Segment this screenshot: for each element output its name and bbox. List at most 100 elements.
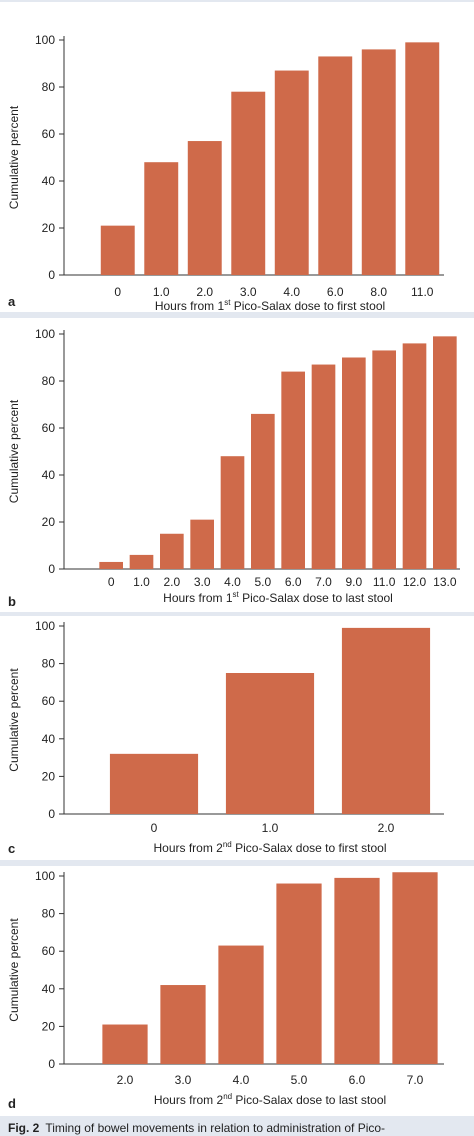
- panel-letter: d: [8, 1096, 16, 1111]
- x-axis-title: Hours from 1st Pico-Salax dose to first …: [155, 298, 385, 312]
- bar: [341, 627, 431, 814]
- bar: [402, 343, 427, 569]
- bar: [361, 49, 396, 276]
- x-tick-label: 2.0: [163, 575, 180, 589]
- bar: [109, 753, 199, 814]
- bar-chart-a: 0 20 40 60 80 100 Cumulative percent 0 1.0 2.0 3.0…: [7, 33, 444, 312]
- x-tick-label: 5.0: [254, 575, 271, 589]
- y-tick-label: 60: [42, 127, 56, 141]
- y-tick-label: 0: [48, 807, 55, 821]
- y-tick-label: 20: [42, 221, 56, 235]
- bar: [187, 141, 222, 275]
- x-tick-label: 11.0: [411, 285, 434, 299]
- x-tick-label: 9.0: [345, 575, 362, 589]
- bar: [218, 945, 264, 1064]
- y-tick-label: 60: [42, 694, 56, 708]
- y-tick-label: 80: [42, 657, 56, 671]
- x-tick-label: 0: [151, 821, 158, 835]
- bar: [144, 162, 179, 275]
- bar: [392, 872, 438, 1064]
- y-tick-label: 40: [42, 732, 56, 746]
- y-tick-label: 100: [35, 619, 55, 633]
- y-axis-title: Cumulative percent: [7, 918, 21, 1022]
- x-tick-label: 3.0: [240, 285, 257, 299]
- bar: [311, 364, 336, 569]
- x-tick-label: 6.0: [327, 285, 344, 299]
- y-tick-label: 60: [42, 944, 56, 958]
- x-tick-label: 11.0: [373, 575, 396, 589]
- x-tick-label: 8.0: [370, 285, 387, 299]
- bar: [318, 56, 353, 276]
- bar: [372, 350, 396, 569]
- x-tick-label: 2.0: [117, 1073, 134, 1087]
- y-tick-label: 60: [42, 421, 56, 435]
- y-tick-label: 0: [48, 268, 55, 282]
- x-tick-label: 2.0: [196, 285, 213, 299]
- y-tick-label: 100: [35, 33, 55, 47]
- bar: [281, 371, 305, 569]
- bar: [334, 877, 380, 1064]
- x-tick-label: 1.0: [262, 821, 279, 835]
- bar: [276, 883, 322, 1064]
- x-tick-label: 4.0: [233, 1073, 250, 1087]
- y-tick-label: 40: [42, 174, 56, 188]
- x-tick-label: 3.0: [194, 575, 211, 589]
- bar: [100, 225, 135, 275]
- bar: [251, 413, 275, 569]
- bar-chart-c: 0 20 40 60 80 100 Cumulative percent 0 1.0 2.0 Hou…: [7, 619, 444, 855]
- y-tick-label: 0: [48, 562, 55, 576]
- chart-panel-d: 0 20 40 60 80 100 Cumulative percent 2.0 3.0 4.0 5…: [0, 866, 474, 1116]
- bar: [342, 357, 366, 569]
- y-axis-title: Cumulative percent: [7, 668, 21, 772]
- y-tick-label: 0: [48, 1057, 55, 1071]
- bar: [220, 456, 245, 569]
- y-tick-label: 20: [42, 515, 56, 529]
- x-tick-label: 5.0: [291, 1073, 308, 1087]
- chart-panel-b: 0 20 40 60 80 100 Cumulative percent 0 1.0 2.0 3.0…: [0, 318, 474, 612]
- x-tick-label: 6.0: [349, 1073, 366, 1087]
- y-tick-label: 20: [42, 1019, 56, 1033]
- x-tick-label: 4.0: [283, 285, 300, 299]
- y-axis-title: Cumulative percent: [7, 105, 21, 209]
- y-tick-label: 80: [42, 80, 56, 94]
- caption-label: Fig. 2: [8, 1121, 40, 1135]
- x-tick-label: 0: [108, 575, 115, 589]
- panel-letter: c: [8, 841, 16, 856]
- bar: [160, 533, 184, 569]
- bar: [433, 336, 457, 569]
- y-tick-label: 40: [42, 982, 56, 996]
- panel-letter: b: [8, 594, 16, 609]
- chart-panel-c: 0 20 40 60 80 100 Cumulative percent 0 1.0 2.0 Hou…: [0, 616, 474, 860]
- bar: [99, 561, 123, 569]
- panel-letter: a: [8, 294, 16, 309]
- bar: [160, 985, 206, 1064]
- x-tick-label: 7.0: [315, 575, 332, 589]
- x-tick-label: 7.0: [407, 1073, 424, 1087]
- caption-text: Timing of bowel movements in relation to…: [45, 1121, 386, 1135]
- x-tick-label: 1.0: [133, 575, 150, 589]
- x-axis-title: Hours from 2nd Pico-Salax dose to last s…: [154, 1092, 386, 1107]
- bar-chart-b: 0 20 40 60 80 100 Cumulative percent 0 1.0 2.0 3.0…: [7, 327, 460, 605]
- y-tick-label: 100: [35, 869, 55, 883]
- x-tick-label: 6.0: [285, 575, 302, 589]
- bar: [225, 673, 315, 814]
- bar: [129, 554, 154, 569]
- bar: [274, 70, 309, 275]
- x-tick-label: 3.0: [175, 1073, 192, 1087]
- y-tick-label: 80: [42, 374, 56, 388]
- x-tick-label: 1.0: [153, 285, 170, 299]
- bar: [190, 519, 214, 569]
- y-axis-title: Cumulative percent: [7, 399, 21, 503]
- x-axis-title: Hours from 1st Pico-Salax dose to last s…: [163, 590, 393, 605]
- x-axis-title: Hours from 2nd Pico-Salax dose to first …: [154, 840, 387, 855]
- x-tick-label: 4.0: [224, 575, 241, 589]
- bar: [231, 91, 266, 275]
- x-tick-label: 12.0: [403, 575, 427, 589]
- y-tick-label: 20: [42, 769, 56, 783]
- y-tick-label: 40: [42, 468, 56, 482]
- x-tick-label: 13.0: [433, 575, 457, 589]
- bar: [405, 42, 440, 275]
- y-tick-label: 80: [42, 907, 56, 921]
- x-tick-label: 2.0: [378, 821, 395, 835]
